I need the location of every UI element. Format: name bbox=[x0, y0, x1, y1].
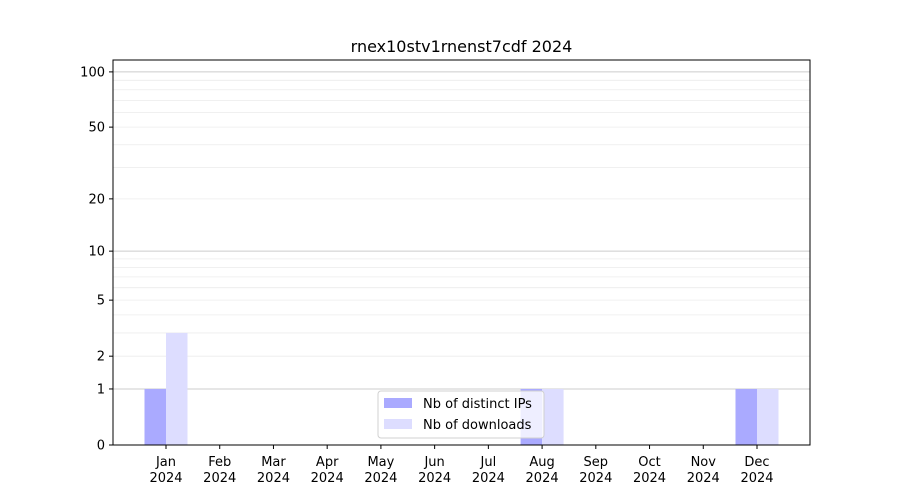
y-tick-label: 1 bbox=[97, 382, 105, 397]
x-tick-label: May 2024 bbox=[364, 455, 397, 486]
legend: Nb of distinct IPs Nb of downloads bbox=[377, 390, 545, 439]
chart-title: rnex10stv1rnenst7cdf 2024 bbox=[351, 37, 573, 56]
legend-label: Nb of distinct IPs bbox=[423, 397, 532, 412]
bar-distinct-ips bbox=[144, 388, 166, 445]
bar-distinct-ips bbox=[735, 388, 757, 445]
bar-downloads bbox=[542, 388, 564, 445]
x-tick-label: Apr 2024 bbox=[311, 455, 344, 486]
bar-downloads bbox=[757, 388, 779, 445]
legend-box bbox=[377, 390, 545, 439]
y-tick-label: 10 bbox=[88, 245, 105, 260]
x-tick-label: Oct 2024 bbox=[633, 455, 666, 486]
x-tick-label: Mar 2024 bbox=[257, 455, 290, 486]
legend-label: Nb of downloads bbox=[423, 418, 532, 433]
x-tick-label: Jan 2024 bbox=[149, 455, 182, 486]
y-tick-label: 2 bbox=[97, 350, 105, 365]
x-tick-label: Aug 2024 bbox=[526, 455, 559, 486]
bar-downloads bbox=[166, 332, 188, 445]
x-tick-label: Sep 2024 bbox=[579, 455, 612, 486]
legend-swatch bbox=[384, 398, 412, 408]
y-tick-label: 5 bbox=[97, 294, 105, 309]
legend-swatch bbox=[384, 419, 412, 429]
y-tick-label: 20 bbox=[88, 192, 105, 207]
x-tick-label: Nov 2024 bbox=[687, 455, 720, 486]
y-tick-label: 0 bbox=[97, 439, 105, 454]
y-tick-label: 100 bbox=[80, 65, 105, 80]
x-tick-label: Jun 2024 bbox=[418, 455, 451, 486]
x-tick-label: Jul 2024 bbox=[472, 455, 505, 486]
x-tick-label: Feb 2024 bbox=[203, 455, 236, 486]
y-tick-label: 50 bbox=[88, 121, 105, 136]
plot-frame bbox=[112, 59, 811, 446]
x-tick-label: Dec 2024 bbox=[740, 455, 773, 486]
